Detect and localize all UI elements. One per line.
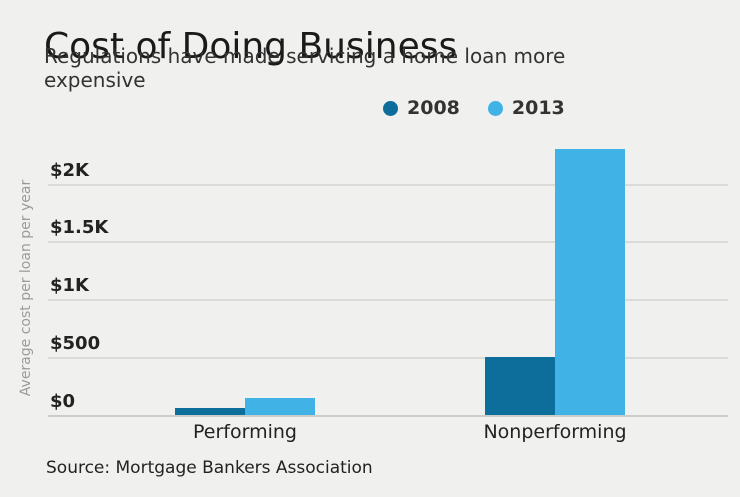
gridline-0 [48, 415, 728, 417]
legend-item-2013: 2013 [487, 97, 565, 119]
y-tick-label-500: $500 [50, 333, 101, 355]
legend: 2008 2013 [383, 97, 565, 119]
y-tick-label-1000: $1K [50, 275, 89, 297]
legend-label-2013: 2013 [511, 97, 565, 119]
gridline-1500 [48, 241, 728, 244]
y-tick-label-0: $0 [50, 391, 76, 412]
y-axis-title: Average cost per loan per year [18, 179, 34, 397]
gridline-2000 [48, 183, 728, 186]
x-label-nonperforming: Nonperforming [483, 421, 627, 443]
gridline-500 [48, 357, 728, 360]
source-note: Source: Mortgage Bankers Association [46, 458, 373, 478]
bar-2013-nonperforming [555, 149, 625, 415]
gridline-1000 [48, 299, 728, 302]
y-tick-label-1500: $1.5K [50, 217, 109, 239]
x-label-performing: Performing [193, 421, 297, 443]
chart-subtitle: Regulations have made servicing a home l… [44, 44, 566, 92]
legend-marker-2008-icon [383, 100, 398, 116]
bar-2013-performing [245, 398, 315, 415]
chart-title: Cost of Doing Business [44, 26, 458, 68]
bar-2008-performing [175, 408, 245, 415]
y-tick-label-2000: $2K [50, 159, 89, 181]
legend-item-2008: 2008 [383, 97, 460, 119]
legend-label-2008: 2008 [407, 97, 460, 119]
bar-2008-nonperforming [485, 357, 555, 415]
legend-marker-2013-icon [487, 100, 503, 116]
plot-area: $0 $500 $1K $1.5K $2K [48, 140, 728, 417]
